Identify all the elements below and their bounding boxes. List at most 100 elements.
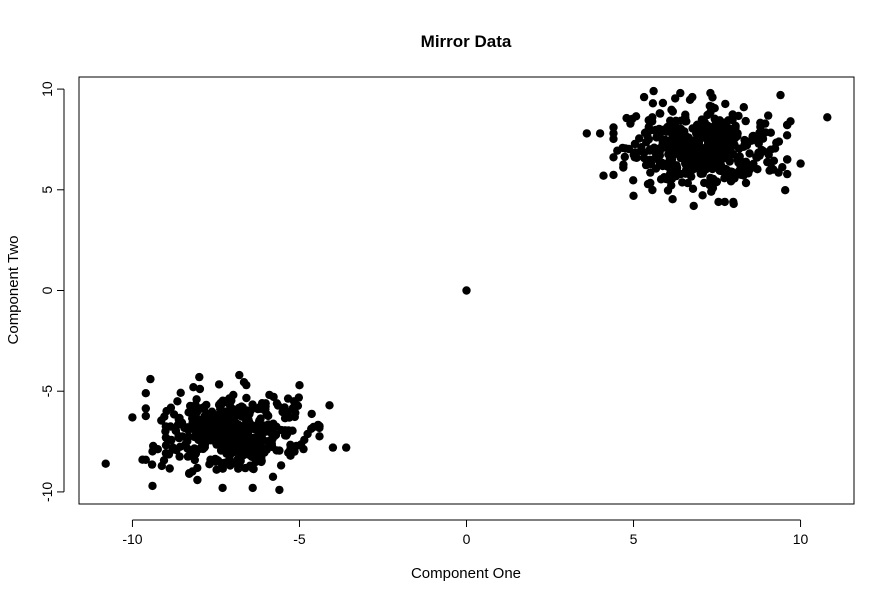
data-point bbox=[692, 154, 701, 163]
data-point bbox=[672, 163, 682, 172]
data-point bbox=[688, 184, 698, 193]
data-point bbox=[706, 88, 715, 98]
data-point bbox=[648, 117, 657, 126]
data-point bbox=[655, 144, 665, 153]
data-point bbox=[166, 403, 176, 412]
data-point bbox=[195, 372, 204, 382]
data-point bbox=[248, 483, 257, 493]
data-point bbox=[642, 138, 651, 147]
data-point bbox=[217, 459, 226, 468]
data-point bbox=[716, 161, 726, 170]
data-point bbox=[713, 149, 722, 158]
data-point bbox=[200, 420, 209, 430]
data-point bbox=[733, 129, 742, 138]
data-point bbox=[276, 461, 286, 470]
data-point bbox=[215, 416, 224, 425]
data-point bbox=[184, 432, 193, 441]
data-point bbox=[786, 117, 795, 126]
data-point bbox=[722, 165, 731, 174]
data-point bbox=[651, 126, 660, 136]
data-point bbox=[763, 157, 772, 167]
data-point bbox=[275, 485, 284, 495]
data-point bbox=[214, 438, 223, 447]
data-point bbox=[781, 186, 790, 195]
data-point bbox=[668, 195, 677, 204]
data-point bbox=[703, 149, 713, 158]
data-point bbox=[609, 134, 618, 144]
data-point bbox=[237, 451, 247, 460]
data-point bbox=[161, 449, 171, 458]
data-point bbox=[290, 447, 299, 456]
data-points bbox=[101, 86, 832, 495]
data-point bbox=[101, 459, 110, 468]
data-point bbox=[741, 116, 750, 126]
data-point bbox=[271, 430, 281, 440]
data-point bbox=[648, 99, 658, 108]
data-point bbox=[635, 134, 644, 143]
data-point bbox=[248, 400, 257, 409]
data-point bbox=[676, 88, 685, 98]
data-point bbox=[161, 422, 170, 431]
data-point bbox=[737, 162, 746, 172]
data-point bbox=[678, 178, 687, 187]
data-point bbox=[325, 401, 334, 410]
data-point bbox=[631, 112, 641, 121]
data-point bbox=[730, 140, 739, 150]
data-point bbox=[725, 157, 734, 166]
data-point bbox=[230, 433, 239, 443]
data-point bbox=[157, 416, 166, 425]
data-point bbox=[724, 124, 733, 133]
data-point bbox=[200, 442, 209, 452]
data-point bbox=[764, 150, 773, 159]
chart-title: Mirror Data bbox=[421, 32, 512, 51]
y-tick-label: -5 bbox=[39, 385, 55, 398]
data-point bbox=[141, 389, 150, 398]
data-point bbox=[176, 388, 185, 397]
y-tick-label: 0 bbox=[39, 286, 55, 294]
data-point bbox=[796, 159, 805, 168]
x-axis: -10 -5 0 5 10 bbox=[122, 519, 809, 547]
data-point bbox=[745, 162, 755, 171]
data-point bbox=[720, 197, 729, 207]
data-point bbox=[658, 98, 668, 108]
data-point bbox=[190, 455, 199, 465]
data-point bbox=[128, 413, 137, 422]
data-point bbox=[729, 199, 738, 209]
data-point bbox=[783, 155, 792, 164]
data-point bbox=[259, 426, 268, 435]
data-point bbox=[169, 410, 179, 419]
data-point bbox=[639, 92, 649, 102]
y-axis-label: Component Two bbox=[5, 236, 22, 345]
data-point bbox=[739, 103, 748, 112]
data-point bbox=[599, 171, 608, 180]
data-point bbox=[243, 419, 253, 429]
data-point bbox=[245, 409, 254, 419]
data-point bbox=[141, 411, 150, 421]
data-point bbox=[684, 167, 694, 176]
data-point bbox=[218, 483, 227, 493]
data-point bbox=[667, 174, 677, 183]
data-point bbox=[278, 407, 287, 417]
data-point bbox=[217, 399, 226, 409]
data-point bbox=[724, 116, 733, 125]
data-point bbox=[708, 127, 717, 136]
data-point bbox=[262, 445, 271, 454]
data-point bbox=[609, 153, 618, 162]
data-point bbox=[678, 145, 687, 155]
data-point bbox=[655, 151, 664, 160]
data-point bbox=[761, 119, 770, 128]
data-point bbox=[629, 176, 638, 185]
data-point bbox=[723, 132, 732, 141]
data-point bbox=[703, 110, 712, 120]
data-point bbox=[622, 113, 631, 123]
data-point bbox=[767, 163, 776, 173]
data-point bbox=[245, 461, 255, 470]
data-point bbox=[689, 201, 698, 211]
data-point bbox=[769, 156, 779, 165]
data-point bbox=[643, 179, 653, 189]
data-point bbox=[709, 174, 718, 184]
data-point bbox=[295, 381, 304, 390]
data-point bbox=[315, 432, 324, 441]
data-point bbox=[175, 452, 184, 461]
data-point bbox=[620, 152, 629, 162]
